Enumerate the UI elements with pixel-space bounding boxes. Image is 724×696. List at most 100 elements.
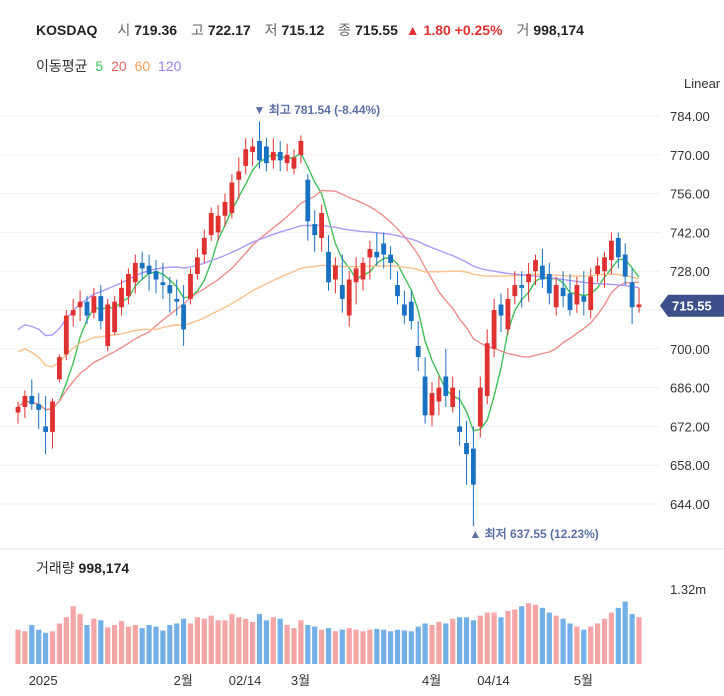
volume-bar — [408, 631, 414, 664]
volume-bar — [560, 618, 566, 664]
volume-bar — [526, 603, 532, 664]
candle-body — [367, 249, 373, 258]
x-tick-label: 5월 — [574, 673, 593, 688]
last-price-label: 715.55 — [672, 299, 712, 314]
candle-body — [57, 357, 62, 380]
volume-bar — [608, 612, 614, 664]
candle-body — [50, 401, 55, 432]
volume-bar — [29, 625, 35, 664]
scale-label: Linear — [684, 76, 721, 91]
candle-body — [84, 301, 90, 316]
volume-bar — [484, 612, 490, 664]
volume-bar — [187, 623, 194, 664]
candle-body — [153, 271, 159, 280]
volume-bar — [305, 625, 311, 664]
symbol-name: KOSDAQ — [36, 22, 98, 38]
ma20-legend[interactable]: 20 — [111, 58, 127, 74]
x-tick-label: 02/14 — [229, 673, 262, 688]
ma20-line — [17, 189, 640, 411]
volume-bar — [118, 621, 125, 664]
candle-body — [250, 146, 255, 153]
volume-bar — [22, 631, 28, 664]
y-tick-label: 742.00 — [670, 225, 710, 240]
volume-bar — [84, 625, 90, 664]
ma5-legend[interactable]: 5 — [95, 58, 104, 74]
y-tick-label: 770.00 — [670, 148, 710, 163]
volume-bar — [43, 632, 49, 664]
candle-body — [98, 296, 104, 322]
candle-body — [15, 407, 21, 413]
candle-body — [201, 237, 207, 255]
volume-bar — [298, 620, 304, 664]
candle-body — [408, 301, 414, 322]
volume-bar — [388, 631, 394, 664]
y-tick-label: 728.00 — [670, 264, 710, 279]
candle-body — [533, 260, 538, 272]
candle-body — [588, 276, 594, 310]
volume-bar — [15, 629, 21, 664]
candle-body — [333, 265, 338, 280]
volume-bar — [498, 617, 504, 664]
volume-bar — [429, 625, 435, 664]
candle-body — [139, 262, 145, 269]
candle-body — [553, 285, 559, 308]
candle-body — [305, 179, 311, 222]
x-tick-label: 2025 — [29, 673, 58, 688]
volume-bar — [105, 627, 111, 664]
candle-body — [609, 240, 614, 261]
candle-body — [346, 279, 352, 316]
candle-body — [229, 182, 235, 213]
volume-bar — [346, 628, 352, 664]
volume-bar — [222, 620, 228, 664]
y-tick-label: 658.00 — [670, 458, 710, 473]
volume-bar — [457, 617, 463, 664]
candle-body — [339, 285, 345, 299]
volume-bar — [470, 620, 476, 664]
candle-body — [560, 287, 566, 297]
volume-bar — [353, 629, 359, 664]
volume-bar — [436, 621, 442, 664]
volume-bar — [567, 623, 573, 664]
candle-body — [595, 265, 600, 274]
volume-bar — [422, 623, 428, 664]
candle-body — [22, 395, 28, 407]
candle-body — [395, 285, 400, 297]
volume-bar — [367, 629, 373, 664]
ma60-legend[interactable]: 60 — [134, 58, 151, 74]
candle-body — [188, 273, 193, 299]
candle-body — [181, 304, 186, 330]
candle-body — [484, 343, 490, 396]
ma120-legend[interactable]: 120 — [158, 58, 182, 74]
candle-body — [636, 304, 642, 308]
volume-bar — [56, 623, 62, 664]
volume-bar — [394, 629, 401, 664]
max-annotation: ▼ 최고 781.54 (-8.44%) — [254, 102, 381, 117]
volume-bar — [595, 623, 601, 664]
y-tick-label: 784.00 — [670, 109, 710, 124]
candle-body — [471, 448, 476, 485]
x-axis: 2025 2월 02/14 3월 4월 04/14 5월 — [29, 673, 593, 688]
candle-body — [360, 262, 366, 280]
volume-bar — [532, 604, 539, 664]
volume-bar — [415, 626, 421, 664]
min-annotation: ▲ 최저 637.55 (12.23%) — [469, 526, 598, 541]
volume-bar — [401, 630, 407, 664]
volume-bar — [139, 628, 145, 664]
candle-body — [546, 273, 552, 294]
candle-body — [581, 296, 587, 302]
candle-body — [498, 304, 504, 316]
ma-legend[interactable]: 이동평균 5 20 60 120 — [36, 56, 185, 76]
candle-body — [236, 171, 242, 180]
volume-bar — [263, 620, 269, 664]
volume-bar — [91, 618, 97, 664]
low-label: 저 — [264, 22, 278, 38]
candle-body — [464, 443, 469, 455]
volume-bar — [160, 630, 166, 664]
candle-body — [215, 215, 221, 233]
volume-bar — [153, 626, 159, 664]
candle-body — [319, 213, 324, 238]
volume-bar — [505, 610, 511, 664]
ma5-line — [17, 152, 640, 432]
volume-bar — [291, 628, 297, 664]
